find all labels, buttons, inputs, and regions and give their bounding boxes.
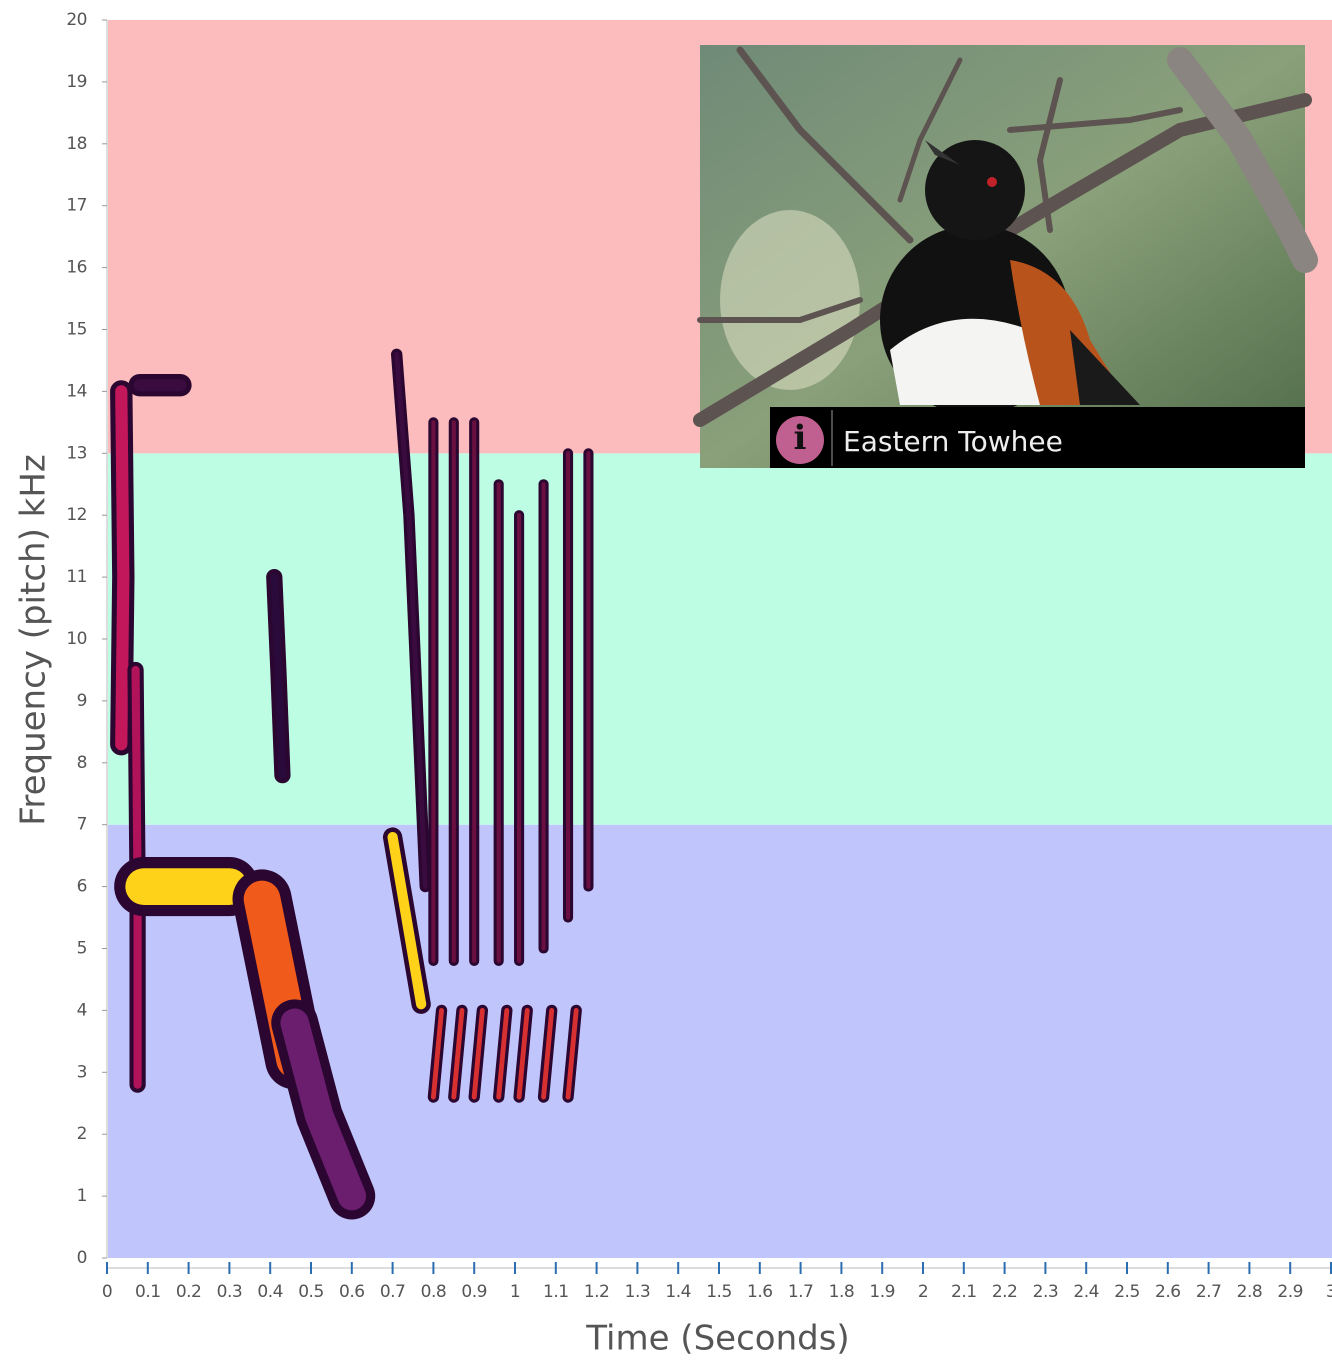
x-tick-label: 2.5 bbox=[1114, 1282, 1140, 1302]
x-tick-label: 0.7 bbox=[380, 1282, 406, 1302]
x-tick-label: 0.3 bbox=[217, 1282, 243, 1302]
x-tick-label: 1.1 bbox=[543, 1282, 569, 1302]
x-tick-label: 1.9 bbox=[869, 1282, 895, 1302]
y-tick-label: 8 bbox=[77, 753, 87, 773]
y-tick-label: 20 bbox=[66, 10, 87, 30]
y-tick-label: 5 bbox=[77, 939, 87, 959]
x-tick-label: 2 bbox=[918, 1282, 928, 1302]
x-tick-label: 2.8 bbox=[1237, 1282, 1263, 1302]
y-tick-label: 12 bbox=[66, 505, 87, 525]
info-icon bbox=[776, 416, 824, 464]
y-tick-label: 7 bbox=[77, 815, 87, 835]
bird-head bbox=[925, 140, 1025, 240]
y-axis-title: Frequency (pitch) kHz bbox=[14, 454, 54, 826]
x-tick-label: 0 bbox=[102, 1282, 112, 1302]
caption-bar bbox=[770, 407, 1305, 468]
y-tick-label: 9 bbox=[77, 691, 87, 711]
branches bbox=[693, 46, 1318, 427]
call-trace bbox=[565, 1007, 579, 1100]
y-tick-label: 19 bbox=[66, 72, 87, 92]
y-tick-label: 16 bbox=[66, 258, 87, 278]
x-tick-label: 1.3 bbox=[625, 1282, 651, 1302]
y-tick-label: 18 bbox=[66, 134, 87, 154]
y-tick-label: 2 bbox=[77, 1124, 87, 1144]
x-tick-label: 0.5 bbox=[298, 1282, 324, 1302]
bird-wing bbox=[1070, 330, 1140, 405]
x-tick-label: 0.8 bbox=[421, 1282, 447, 1302]
y-tick-label: 13 bbox=[66, 443, 87, 463]
call-trace bbox=[280, 1008, 367, 1211]
y-tick-label: 10 bbox=[66, 629, 87, 649]
x-tick-label: 1.5 bbox=[706, 1282, 732, 1302]
call-trace bbox=[471, 1007, 485, 1100]
x-tick-label: 0.1 bbox=[135, 1282, 161, 1302]
y-tick-label: 3 bbox=[77, 1062, 87, 1082]
x-tick-label: 1.7 bbox=[788, 1282, 814, 1302]
y-tick-label: 15 bbox=[66, 320, 87, 340]
y-tick-label: 11 bbox=[66, 567, 87, 587]
call-trace bbox=[451, 1007, 465, 1100]
x-tick-label: 1.4 bbox=[665, 1282, 691, 1302]
call-trace bbox=[394, 351, 428, 890]
call-trace bbox=[430, 1007, 445, 1100]
y-tick-label: 4 bbox=[77, 1000, 87, 1020]
x-tick-label: 0.4 bbox=[257, 1282, 283, 1302]
x-tick-label: 1 bbox=[510, 1282, 520, 1302]
call-trace bbox=[496, 1007, 510, 1100]
call-trace bbox=[541, 1007, 555, 1100]
x-tick-label: 0.6 bbox=[339, 1282, 365, 1302]
call-trace bbox=[387, 831, 427, 1010]
bird-photo: i Eastern Towhee bbox=[693, 45, 1318, 468]
x-tick-label: 1.2 bbox=[584, 1282, 610, 1302]
call-trace bbox=[115, 385, 130, 751]
frequency-band bbox=[108, 453, 1332, 825]
y-tick-label: 1 bbox=[77, 1186, 87, 1206]
y-tick-label: 17 bbox=[66, 196, 87, 216]
bird-eye bbox=[987, 177, 997, 187]
x-tick-label: 2.4 bbox=[1073, 1282, 1099, 1302]
y-tick-label: 0 bbox=[77, 1248, 87, 1268]
call-trace bbox=[516, 1007, 530, 1100]
x-axis-title: Time (Seconds) bbox=[585, 1319, 849, 1359]
x-tick-label: 2.2 bbox=[992, 1282, 1018, 1302]
bird-beak bbox=[925, 140, 960, 165]
x-tick-label: 2.3 bbox=[1033, 1282, 1059, 1302]
info-icon-text: i bbox=[794, 418, 807, 458]
x-tick-label: 2.7 bbox=[1196, 1282, 1222, 1302]
x-tick-label: 2.9 bbox=[1277, 1282, 1303, 1302]
x-tick-label: 2.1 bbox=[951, 1282, 977, 1302]
call-trace bbox=[270, 573, 287, 780]
x-tick-label: 3 bbox=[1326, 1282, 1332, 1302]
x-tick-label: 2.6 bbox=[1155, 1282, 1181, 1302]
x-tick-label: 0.2 bbox=[176, 1282, 202, 1302]
y-tick-label: 14 bbox=[66, 381, 87, 401]
caption-label: Eastern Towhee bbox=[843, 425, 1063, 458]
bird-belly bbox=[890, 318, 1040, 405]
y-tick-label: 6 bbox=[77, 877, 87, 897]
x-tick-label: 0.9 bbox=[461, 1282, 487, 1302]
x-tick-label: 1.6 bbox=[747, 1282, 773, 1302]
x-tick-label: 1.8 bbox=[829, 1282, 855, 1302]
